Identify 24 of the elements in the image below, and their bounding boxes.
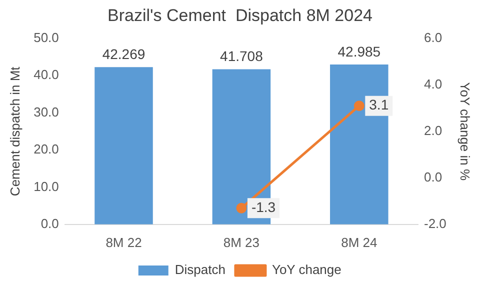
- x-tick-label: 8M 22: [106, 234, 142, 250]
- y2-tick-label: 4.0: [424, 76, 442, 92]
- data-label: 42.985: [338, 43, 381, 60]
- legend-label: YoY change: [272, 262, 342, 278]
- x-tick-label: 8M 23: [223, 234, 260, 250]
- y2-tick-label: -2.0: [424, 216, 446, 231]
- y-axis-title: Cement dispatch in Mt: [7, 66, 22, 196]
- x-tick-label: 8M 24: [341, 234, 378, 250]
- chart-title: Brazil's Cement Dispatch 8M 2024: [108, 6, 372, 25]
- y2-axis-title: YoY change in %: [458, 82, 473, 181]
- y-tick-label: 40.0: [34, 67, 59, 82]
- y2-tick-label: 2.0: [424, 122, 442, 138]
- y-tick-label: 20.0: [34, 142, 59, 157]
- y-tick-label: 50.0: [34, 30, 59, 45]
- data-label: 3.1: [369, 96, 389, 113]
- data-label: -1.3: [251, 198, 276, 215]
- y-tick-label: 0.0: [40, 216, 59, 231]
- data-label: 42.269: [102, 46, 146, 62]
- data-label: 41.708: [220, 48, 264, 64]
- y-tick-label: 30.0: [34, 104, 59, 120]
- y2-tick-label: 6.0: [424, 30, 442, 45]
- y2-tick-label: 0.0: [424, 169, 442, 184]
- legend-label: Dispatch: [174, 262, 226, 278]
- y-tick-label: 10.0: [34, 178, 59, 194]
